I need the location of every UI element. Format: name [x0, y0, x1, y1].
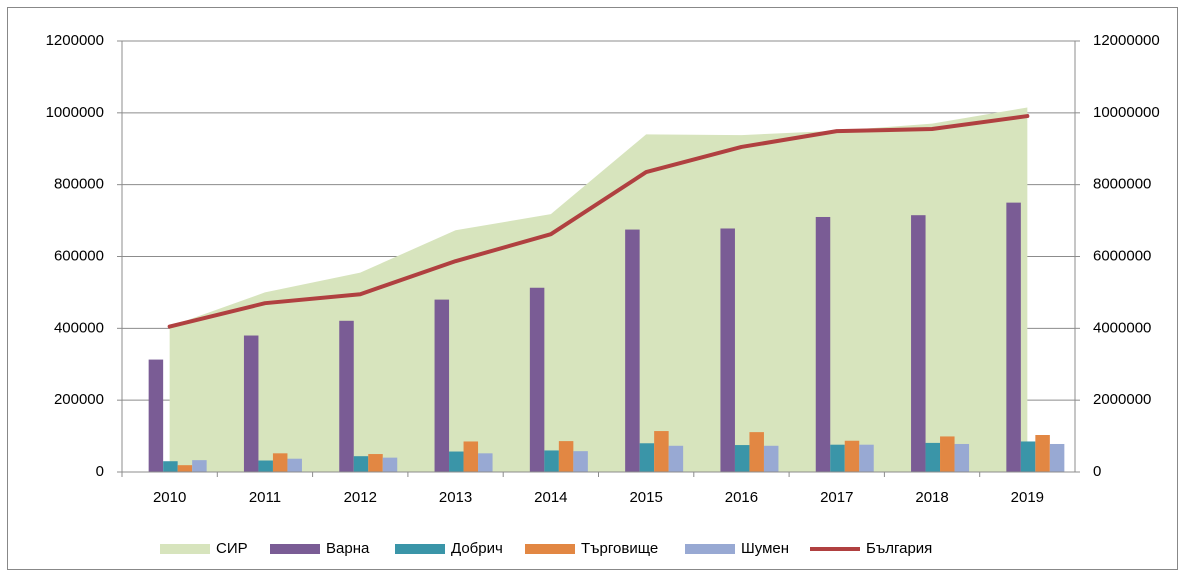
bar [1049, 443, 1065, 472]
x-tick-label: 2011 [249, 489, 281, 506]
y-tick-label: 800000 [54, 176, 104, 193]
bar [463, 441, 479, 472]
y2-tick-label: 12000000 [1093, 32, 1160, 49]
bar [815, 216, 831, 472]
x-tick-label: 2017 [820, 489, 853, 506]
bar [529, 287, 545, 472]
y2-tick-label: 8000000 [1093, 176, 1151, 193]
legend-label: СИР [216, 540, 248, 557]
bar [720, 228, 735, 472]
bar [954, 443, 970, 472]
legend-label: Варна [326, 540, 370, 557]
bar [1020, 441, 1036, 472]
y2-tick-label: 6000000 [1093, 247, 1151, 264]
bar [1006, 202, 1021, 472]
bar [272, 453, 288, 472]
line [167, 114, 1030, 329]
legend-swatch [270, 544, 320, 554]
bar [1035, 435, 1050, 472]
bar [763, 445, 779, 472]
bar [192, 460, 207, 472]
bar [625, 229, 640, 472]
legend-swatch [395, 544, 445, 554]
y2-tick-label: 2000000 [1093, 391, 1151, 408]
bar [478, 453, 493, 472]
bar [668, 445, 684, 472]
y2-tick-label: 10000000 [1093, 104, 1160, 121]
bar [287, 458, 302, 472]
y2-tick-label: 4000000 [1093, 319, 1151, 336]
bar [368, 454, 383, 472]
bar [449, 451, 464, 472]
x-tick-label: 2010 [153, 489, 186, 506]
bar [382, 457, 398, 472]
bar [177, 465, 193, 472]
legend-label: България [866, 540, 932, 557]
bar [353, 456, 369, 472]
bar [925, 442, 941, 472]
x-tick-label: 2014 [534, 489, 567, 506]
bar [434, 299, 450, 472]
bar [339, 320, 354, 472]
bar [558, 441, 574, 472]
bar [639, 443, 655, 472]
legend-swatch [685, 544, 735, 554]
x-tick-label: 2013 [439, 489, 472, 506]
bar [859, 444, 874, 472]
bar [911, 215, 926, 472]
y-tick-label: 600000 [54, 247, 104, 264]
legend-label: Добрич [451, 540, 503, 557]
x-tick-label: 2012 [344, 489, 377, 506]
bar [258, 460, 273, 472]
x-tick-label: 2016 [725, 489, 758, 506]
x-tick-label: 2018 [915, 489, 948, 506]
legend-swatch [525, 544, 575, 554]
y-tick-label: 1000000 [46, 104, 104, 121]
y-tick-label: 1200000 [46, 32, 104, 49]
bar [830, 444, 845, 472]
bar [544, 450, 559, 472]
y2-tick-label: 0 [1093, 463, 1101, 480]
area [169, 107, 1028, 472]
y-tick-label: 400000 [54, 319, 104, 336]
bar [749, 432, 764, 472]
y-tick-label: 0 [96, 463, 104, 480]
bar [844, 440, 860, 472]
x-tick-label: 2015 [629, 489, 662, 506]
bar [734, 445, 750, 472]
bar [243, 335, 259, 472]
bar [163, 461, 178, 472]
legend-swatch [160, 544, 210, 554]
legend-label: Шумен [741, 540, 789, 557]
legend-label: Търговище [581, 540, 658, 557]
bar [940, 436, 955, 472]
bar [573, 451, 588, 472]
bar [654, 431, 669, 472]
y-tick-label: 200000 [54, 391, 104, 408]
x-tick-label: 2019 [1011, 489, 1044, 506]
bar [148, 359, 164, 472]
